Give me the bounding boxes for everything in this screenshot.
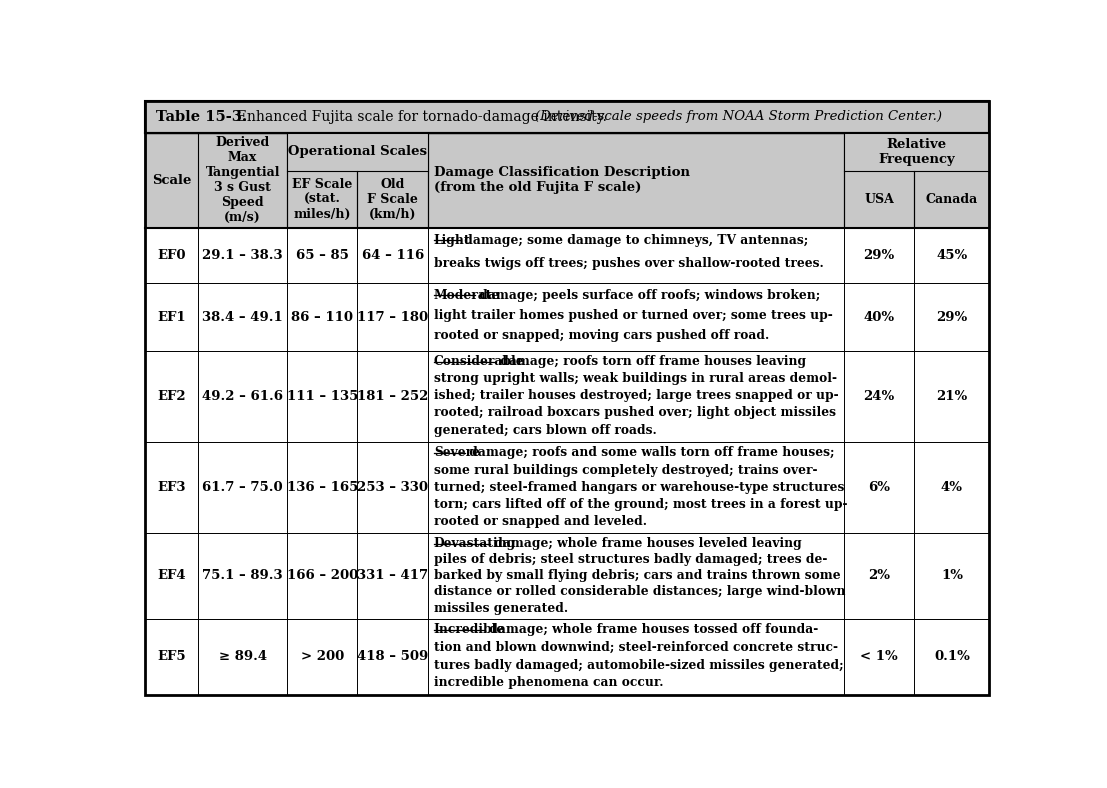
Text: Derived
Max
Tangential
3 s Gust
Speed
(m/s): Derived Max Tangential 3 s Gust Speed (m… [206, 136, 280, 225]
Text: 64 – 116: 64 – 116 [362, 249, 424, 262]
Text: missiles generated.: missiles generated. [434, 601, 568, 615]
Text: EF Scale
(stat.
miles/h): EF Scale (stat. miles/h) [292, 178, 352, 221]
Text: turned; steel-framed hangars or warehouse-type structures: turned; steel-framed hangars or warehous… [434, 481, 845, 493]
Bar [145, 619, 990, 695]
Text: damage; peels surface off roofs; windows broken;: damage; peels surface off roofs; windows… [475, 288, 820, 302]
Text: incredible phenomena can occur.: incredible phenomena can occur. [434, 676, 663, 690]
Text: Canada: Canada [925, 193, 979, 206]
Text: Moderate: Moderate [434, 288, 500, 302]
Text: generated; cars blown off roads.: generated; cars blown off roads. [434, 423, 656, 437]
Bar [145, 133, 990, 228]
Text: tures badly damaged; automobile-sized missiles generated;: tures badly damaged; automobile-sized mi… [434, 659, 844, 671]
Text: 331 – 417: 331 – 417 [358, 569, 428, 582]
Text: Enhanced Fujita scale for tornado-damage intensity.: Enhanced Fujita scale for tornado-damage… [228, 110, 615, 124]
Text: Incredible: Incredible [434, 623, 505, 637]
Text: 61.7 – 75.0: 61.7 – 75.0 [203, 481, 283, 494]
Text: < 1%: < 1% [860, 650, 898, 663]
Text: 117 – 180: 117 – 180 [358, 310, 428, 324]
Text: damage; roofs and some walls torn off frame houses;: damage; roofs and some walls torn off fr… [465, 447, 835, 459]
Bar [145, 442, 990, 533]
Text: 2%: 2% [868, 569, 890, 582]
Text: 4%: 4% [941, 481, 963, 494]
Text: EF0: EF0 [157, 249, 186, 262]
Text: 111 – 135: 111 – 135 [287, 389, 358, 403]
Text: 1%: 1% [941, 569, 963, 582]
Text: 49.2 – 61.6: 49.2 – 61.6 [203, 389, 283, 403]
Text: ≥ 89.4: ≥ 89.4 [218, 650, 267, 663]
Bar [287, 133, 428, 171]
Bar [844, 133, 990, 171]
Text: 75.1 – 89.3: 75.1 – 89.3 [203, 569, 283, 582]
Text: Scale: Scale [152, 174, 192, 187]
Text: EF4: EF4 [157, 569, 186, 582]
Text: rooted or snapped; moving cars pushed off road.: rooted or snapped; moving cars pushed of… [434, 329, 769, 342]
Text: rooted or snapped and leveled.: rooted or snapped and leveled. [434, 515, 646, 528]
Text: 29.1 – 38.3: 29.1 – 38.3 [203, 249, 283, 262]
Text: > 200: > 200 [301, 650, 344, 663]
Text: 24%: 24% [863, 389, 894, 403]
Text: barked by small flying debris; cars and trains thrown some: barked by small flying debris; cars and … [434, 570, 840, 582]
Text: damage; whole frame houses leveled leaving: damage; whole frame houses leveled leavi… [490, 537, 803, 551]
Text: Light: Light [434, 234, 470, 247]
Text: torn; cars lifted off of the ground; most trees in a forest up-: torn; cars lifted off of the ground; mos… [434, 497, 847, 511]
Text: 29%: 29% [937, 310, 968, 324]
Text: damage; some damage to chimneys, TV antennas;: damage; some damage to chimneys, TV ante… [459, 234, 808, 247]
Bar [145, 351, 990, 442]
Text: 40%: 40% [863, 310, 894, 324]
Bar [145, 533, 990, 619]
Text: 136 – 165: 136 – 165 [287, 481, 358, 494]
Text: tion and blown downwind; steel-reinforced concrete struc-: tion and blown downwind; steel-reinforce… [434, 641, 838, 654]
Text: breaks twigs off trees; pushes over shallow-rooted trees.: breaks twigs off trees; pushes over shal… [434, 258, 824, 270]
Text: 418 – 509: 418 – 509 [358, 650, 428, 663]
Text: 86 – 110: 86 – 110 [291, 310, 353, 324]
Text: 166 – 200: 166 – 200 [287, 569, 358, 582]
Text: Devastating: Devastating [434, 537, 516, 551]
Bar [145, 284, 990, 351]
Text: distance or rolled considerable distances; large wind-blown: distance or rolled considerable distance… [434, 585, 846, 599]
Text: Old
F Scale
(km/h): Old F Scale (km/h) [368, 178, 418, 221]
Text: 253 – 330: 253 – 330 [358, 481, 428, 494]
Text: 38.4 – 49.1: 38.4 – 49.1 [203, 310, 283, 324]
Bar [145, 101, 990, 133]
Text: 6%: 6% [868, 481, 890, 494]
Text: EF5: EF5 [157, 650, 186, 663]
Text: Damage Classification Description
(from the old Fujita F scale): Damage Classification Description (from … [434, 166, 690, 195]
Text: EF2: EF2 [157, 389, 186, 403]
Text: light trailer homes pushed or turned over; some trees up-: light trailer homes pushed or turned ove… [434, 309, 832, 322]
Text: 181 – 252: 181 – 252 [356, 389, 428, 403]
Text: (Derived-scale speeds from NOAA Storm Prediction Center.): (Derived-scale speeds from NOAA Storm Pr… [535, 110, 942, 123]
Text: some rural buildings completely destroyed; trains over-: some rural buildings completely destroye… [434, 463, 817, 477]
Text: piles of debris; steel structures badly damaged; trees de-: piles of debris; steel structures badly … [434, 553, 827, 567]
Text: strong upright walls; weak buildings in rural areas demol-: strong upright walls; weak buildings in … [434, 373, 837, 385]
Text: 29%: 29% [863, 249, 894, 262]
Text: 21%: 21% [937, 389, 968, 403]
Text: Operational Scales: Operational Scales [288, 146, 427, 158]
Text: EF1: EF1 [157, 310, 186, 324]
Text: Table 15-3.: Table 15-3. [155, 110, 247, 124]
Text: USA: USA [865, 193, 894, 206]
Text: damage; whole frame houses tossed off founda-: damage; whole frame houses tossed off fo… [485, 623, 818, 637]
Text: Relative
Frequency: Relative Frequency [878, 138, 955, 166]
Text: rooted; railroad boxcars pushed over; light object missiles: rooted; railroad boxcars pushed over; li… [434, 407, 836, 419]
Text: ished; trailer houses destroyed; large trees snapped or up-: ished; trailer houses destroyed; large t… [434, 389, 838, 403]
Bar [145, 228, 990, 284]
Text: EF3: EF3 [157, 481, 186, 494]
Text: 45%: 45% [937, 249, 968, 262]
Text: 0.1%: 0.1% [934, 650, 970, 663]
Text: damage; roofs torn off frame houses leaving: damage; roofs torn off frame houses leav… [496, 355, 806, 368]
Text: Considerable: Considerable [434, 355, 525, 368]
Text: Severe: Severe [434, 447, 479, 459]
Text: 65 – 85: 65 – 85 [296, 249, 349, 262]
